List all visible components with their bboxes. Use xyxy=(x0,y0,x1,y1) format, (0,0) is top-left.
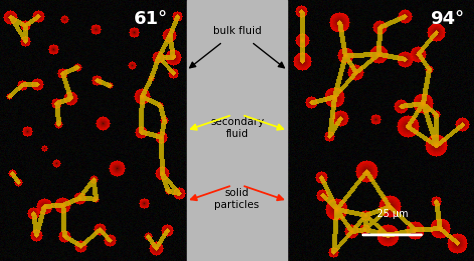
Text: secondary
fluid: secondary fluid xyxy=(210,117,264,139)
Text: 61°: 61° xyxy=(134,10,168,28)
Text: 94°: 94° xyxy=(430,10,465,28)
Bar xyxy=(187,0,287,261)
Text: solid
particles: solid particles xyxy=(214,188,260,210)
Text: bulk fluid: bulk fluid xyxy=(213,26,261,36)
Text: 25 μm: 25 μm xyxy=(376,209,408,219)
